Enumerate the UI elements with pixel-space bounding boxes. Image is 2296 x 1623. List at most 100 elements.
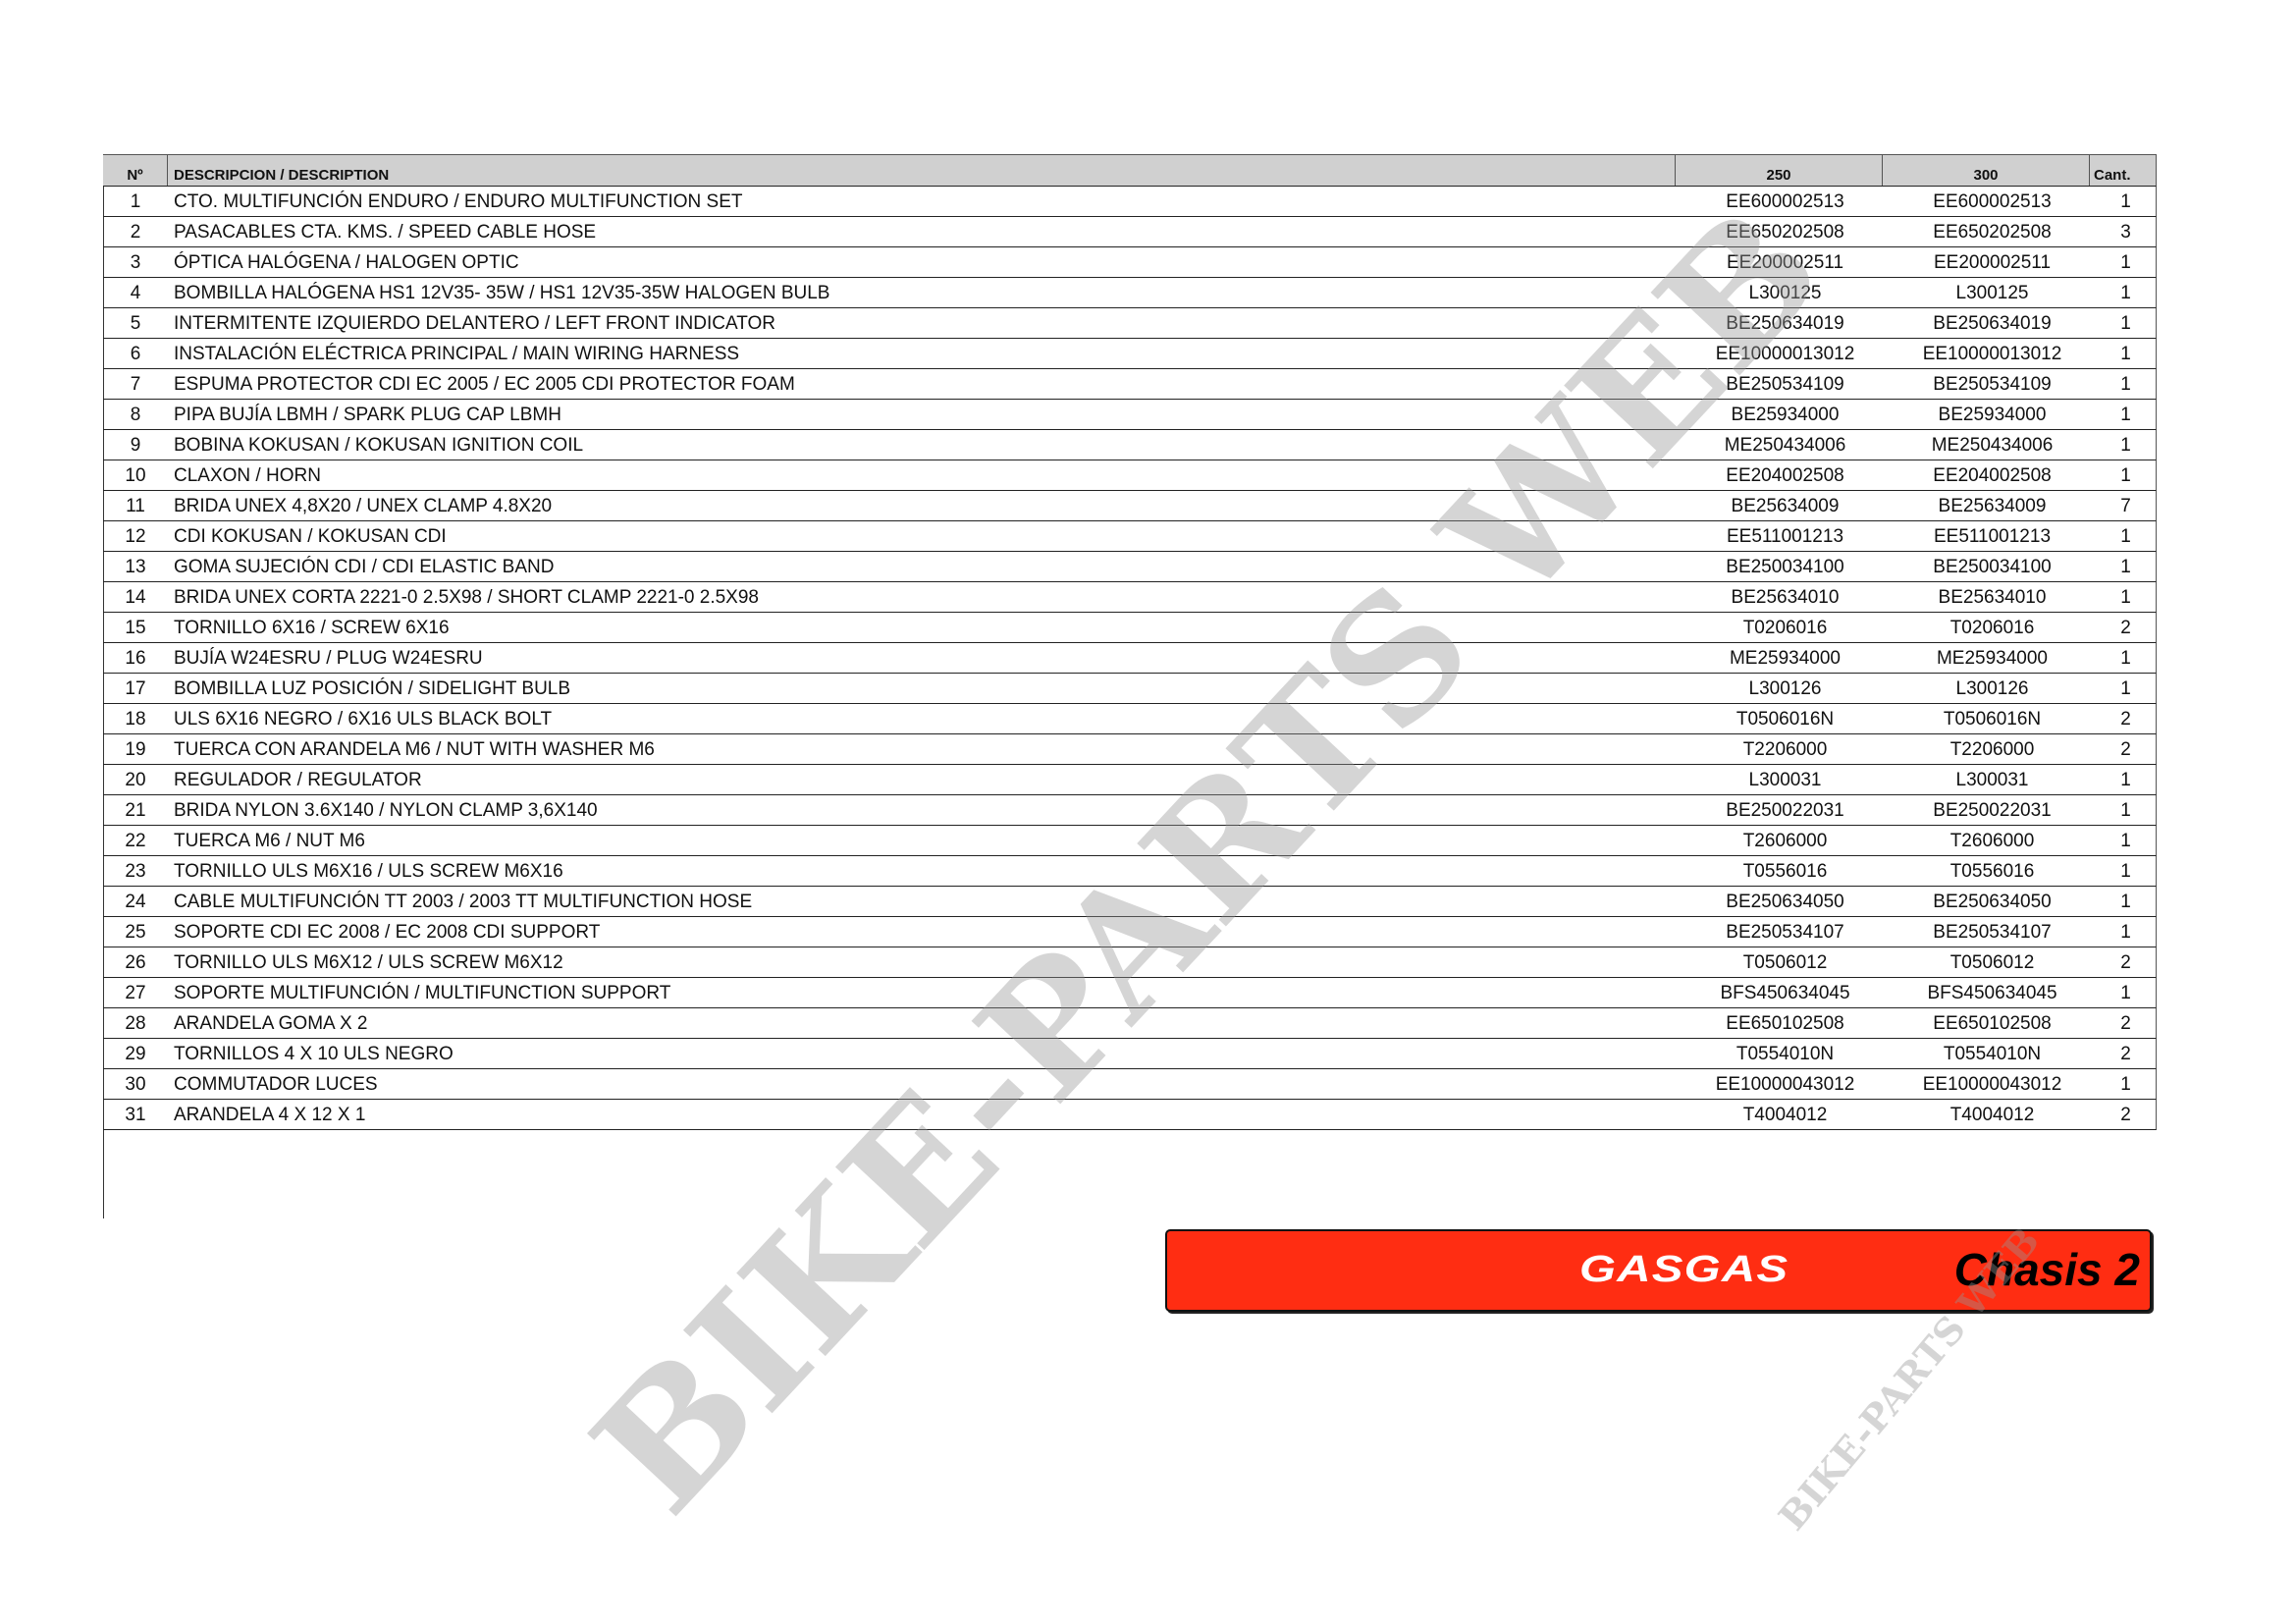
part-number-300: EE200002511	[1933, 252, 2052, 273]
item-number: 16	[125, 648, 146, 669]
item-number: 15	[125, 618, 146, 638]
item-number: 13	[125, 557, 146, 577]
quantity: 1	[2120, 861, 2131, 882]
quantity: 2	[2120, 1044, 2131, 1064]
part-number-300: BE250534107	[1933, 922, 2052, 943]
table-row: 30 COMMUTADOR LUCES EE10000043012 EE1000004…	[103, 1069, 2157, 1100]
item-description: BRIDA UNEX 4,8X20 / UNEX CLAMP 4.8X20	[174, 496, 553, 516]
quantity: 1	[2120, 587, 2131, 608]
part-number-250: T2206000	[1742, 739, 1828, 760]
quantity: 1	[2120, 922, 2131, 943]
part-number-300: EE650102508	[1933, 1013, 2052, 1034]
part-number-300: ME25934000	[1936, 648, 2049, 669]
quantity: 1	[2120, 344, 2131, 364]
item-description: TORNILLO ULS M6X12 / ULS SCREW M6X12	[174, 952, 563, 973]
table-row: 26 TORNILLO ULS M6X12 / ULS SCREW M6X12 T0…	[103, 947, 2157, 978]
part-number-250: BE25934000	[1731, 405, 1840, 425]
quantity: 1	[2120, 983, 2131, 1003]
quantity: 1	[2120, 678, 2131, 699]
table-row: 25 SOPORTE CDI EC 2008 / EC 2008 CDI SUPP…	[103, 917, 2157, 947]
quantity: 1	[2120, 1074, 2131, 1095]
part-number-250: EE600002513	[1726, 191, 1844, 212]
item-number: 8	[130, 405, 141, 425]
item-description: BOBINA KOKUSAN / KOKUSAN IGNITION COIL	[174, 435, 584, 456]
part-number-300: BE25934000	[1938, 405, 2047, 425]
part-number-250: BE25634010	[1731, 587, 1840, 608]
part-number-250: EE10000043012	[1715, 1074, 1855, 1095]
table-row: 15 TORNILLO 6X16 / SCREW 6X16 T0206016 T020…	[103, 613, 2157, 643]
part-number-300: EE650202508	[1933, 222, 2052, 243]
item-number: 12	[125, 526, 146, 547]
header-qty: Cant.	[2094, 167, 2131, 184]
table-row: 1 CTO. MULTIFUNCIÓN ENDURO / ENDURO MULTI…	[103, 187, 2157, 217]
item-description: CDI KOKUSAN / KOKUSAN CDI	[174, 526, 447, 547]
table-row: 28 ARANDELA GOMA X 2 EE650102508 EE65010250…	[103, 1008, 2157, 1039]
table-row: 11 BRIDA UNEX 4,8X20 / UNEX CLAMP 4.8X20 B…	[103, 491, 2157, 521]
item-description: ARANDELA 4 X 12 X 1	[174, 1105, 366, 1125]
part-number-250: EE511001213	[1726, 526, 1844, 547]
item-number: 14	[125, 587, 146, 608]
item-description: SOPORTE MULTIFUNCIÓN / MULTIFUNCTION SUP…	[174, 983, 671, 1003]
brand-logo: GASGAS	[1579, 1249, 1789, 1290]
item-number: 25	[125, 922, 146, 943]
part-number-250: L300125	[1748, 283, 1822, 303]
part-number-250: EE650202508	[1726, 222, 1844, 243]
part-number-300: L300125	[1955, 283, 2029, 303]
left-border	[103, 154, 104, 1218]
quantity: 1	[2120, 465, 2131, 486]
part-number-250: BE250534107	[1726, 922, 1844, 943]
table-row: 22 TUERCA M6 / NUT M6 T2606000 T2606000 1	[103, 826, 2157, 856]
part-number-300: T0506016N	[1943, 709, 2042, 730]
quantity: 1	[2120, 770, 2131, 790]
item-description: TUERCA CON ARANDELA M6 / NUT WITH WASHER…	[174, 739, 655, 760]
part-number-250: ME25934000	[1729, 648, 1842, 669]
header-no: Nº	[103, 155, 168, 186]
item-description: CTO. MULTIFUNCIÓN ENDURO / ENDURO MULTIF…	[174, 191, 743, 212]
part-number-250: L300126	[1748, 678, 1822, 699]
item-number: 1	[130, 191, 141, 212]
part-number-300: T2206000	[1949, 739, 2035, 760]
item-number: 3	[130, 252, 141, 273]
part-number-300: T0506012	[1949, 952, 2035, 973]
item-number: 27	[125, 983, 146, 1003]
table-row: 18 ULS 6X16 NEGRO / 6X16 ULS BLACK BOLT T0…	[103, 704, 2157, 734]
part-number-300: BE250634050	[1933, 892, 2052, 912]
item-description: TORNILLOS 4 X 10 ULS NEGRO	[174, 1044, 454, 1064]
part-number-300: EE600002513	[1933, 191, 2052, 212]
table-row: 17 BOMBILLA LUZ POSICIÓN / SIDELIGHT BULB…	[103, 674, 2157, 704]
quantity: 1	[2120, 435, 2131, 456]
table-row: 2 PASACABLES CTA. KMS. / SPEED CABLE HOSE…	[103, 217, 2157, 247]
parts-table: Nº DESCRIPCION / DESCRIPTION 250 300 Can…	[103, 154, 2157, 1130]
table-row: 4 BOMBILLA HALÓGENA HS1 12V35- 35W / HS1 …	[103, 278, 2157, 308]
item-description: BRIDA UNEX CORTA 2221-0 2.5X98 / SHORT C…	[174, 587, 759, 608]
item-number: 11	[126, 496, 145, 516]
part-number-300: EE10000043012	[1922, 1074, 2062, 1095]
table-row: 21 BRIDA NYLON 3.6X140 / NYLON CLAMP 3,6X…	[103, 795, 2157, 826]
part-number-250: T0554010N	[1735, 1044, 1835, 1064]
table-row: 10 CLAXON / HORN EE204002508 EE204002508 1	[103, 460, 2157, 491]
table-row: 14 BRIDA UNEX CORTA 2221-0 2.5X98 / SHORT…	[103, 582, 2157, 613]
part-number-300: ME250434006	[1931, 435, 2054, 456]
quantity: 1	[2120, 374, 2131, 395]
part-number-250: BE250534109	[1726, 374, 1844, 395]
item-description: INSTALACIÓN ELÉCTRICA PRINCIPAL / MAIN W…	[174, 344, 740, 364]
table-row: 9 BOBINA KOKUSAN / KOKUSAN IGNITION COIL M…	[103, 430, 2157, 460]
item-description: INTERMITENTE IZQUIERDO DELANTERO / LEFT …	[174, 313, 775, 334]
item-description: ULS 6X16 NEGRO / 6X16 ULS BLACK BOLT	[174, 709, 553, 730]
part-number-300: BE250534109	[1933, 374, 2052, 395]
item-number: 20	[125, 770, 146, 790]
part-number-250: EE200002511	[1726, 252, 1844, 273]
quantity: 2	[2120, 739, 2131, 760]
item-number: 17	[125, 678, 146, 699]
part-number-250: BE250634019	[1726, 313, 1844, 334]
table-row: 27 SOPORTE MULTIFUNCIÓN / MULTIFUNCTION S…	[103, 978, 2157, 1008]
part-number-250: T2606000	[1742, 831, 1828, 851]
item-description: BOMBILLA HALÓGENA HS1 12V35- 35W / HS1 1…	[174, 283, 830, 303]
table-body: 1 CTO. MULTIFUNCIÓN ENDURO / ENDURO MULTI…	[103, 187, 2157, 1130]
part-number-300: BE250034100	[1933, 557, 2052, 577]
item-number: 18	[125, 709, 146, 730]
item-number: 26	[125, 952, 146, 973]
table-row: 31 ARANDELA 4 X 12 X 1 T4004012 T4004012 2	[103, 1100, 2157, 1130]
header-description: DESCRIPCION / DESCRIPTION	[168, 155, 1676, 186]
part-number-300: BE250634019	[1933, 313, 2052, 334]
